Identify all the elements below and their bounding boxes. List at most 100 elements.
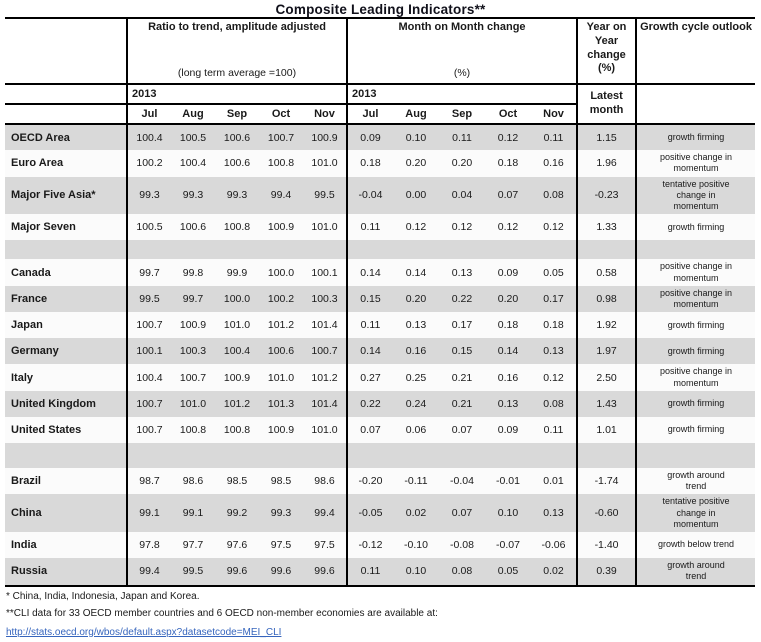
- ratio-group-subtitle: (long term average =100): [177, 67, 297, 79]
- ratio-value: 100.3: [311, 293, 338, 305]
- table-row: Major Five Asia* 99.3 99.3 99.3 99.4 99.5 -0.0…: [5, 176, 756, 215]
- mom-value: 0.15: [346, 285, 393, 313]
- row-label: OECD Area: [11, 131, 70, 144]
- mom-value: -0.05: [346, 494, 393, 532]
- ratio-value: 99.1: [126, 494, 171, 532]
- mom-value: 0.08: [543, 397, 564, 410]
- table-row: OECD Area 100.4 100.5 100.6 100.7 100.9 0.09 0.…: [5, 124, 756, 150]
- ratio-month-header: Sep: [215, 104, 259, 125]
- ratio-value: 100.7: [126, 390, 171, 417]
- yoy-value: -0.23: [576, 176, 637, 215]
- ratio-month-header: Jul: [126, 104, 171, 125]
- ratio-value: 100.8: [267, 157, 295, 170]
- ratio-value: 100.8: [223, 423, 251, 436]
- ratio-value: 101.2: [223, 397, 251, 410]
- outlook-column-header: Growth cycle outlook: [635, 17, 756, 85]
- mom-value: 0.10: [393, 558, 439, 587]
- ratio-value: 101.0: [311, 423, 338, 436]
- ratio-value: 99.4: [270, 189, 292, 202]
- mom-value: 0.02: [531, 558, 578, 587]
- mom-month-header: Aug: [393, 104, 439, 125]
- spacer-cell: [635, 442, 756, 468]
- header-row-year: 2013 2013 Latest month: [5, 84, 756, 125]
- mom-value: 0.07: [451, 507, 473, 520]
- label-column-spacer: [5, 104, 127, 125]
- row-label: Italy: [11, 371, 34, 384]
- ratio-value: 100.9: [267, 423, 295, 436]
- mom-value: 0.08: [439, 558, 485, 587]
- mom-value: 0.04: [451, 189, 473, 202]
- yoy-value: 1.43: [576, 390, 637, 417]
- ratio-value: 98.5: [226, 475, 248, 487]
- row-label: Germany: [11, 345, 59, 358]
- table-row: Euro Area 100.2 100.4 100.6 100.8 101.0 0.18 0.…: [5, 150, 756, 177]
- ratio-value: 98.6: [314, 475, 335, 487]
- ratio-value: 99.6: [215, 558, 259, 587]
- mom-value: 0.13: [451, 266, 473, 279]
- outlook-value: positive change in momentum: [635, 150, 756, 177]
- row-label: Euro Area: [11, 157, 64, 170]
- ratio-value: 97.5: [314, 539, 335, 551]
- table-row: France 99.5 99.7 100.0 100.2 100.3 0.15 0.20 0.2…: [5, 285, 756, 313]
- ratio-value: 100.4: [179, 157, 207, 170]
- ratio-value: 99.5: [171, 558, 215, 587]
- table-row: Brazil 98.7 98.6 98.5 98.5 98.6 -0.20 -0.11 -0.0…: [5, 467, 756, 495]
- outlook-value: positive change in momentum: [635, 259, 756, 286]
- mom-value: 0.22: [346, 390, 393, 417]
- yoy-value: -1.40: [576, 532, 637, 558]
- ratio-value: 100.9: [179, 319, 207, 332]
- ratio-value: 97.5: [270, 539, 292, 551]
- mom-value: 0.17: [543, 293, 564, 305]
- ratio-value: 99.2: [226, 507, 248, 520]
- mom-value: -0.11: [404, 475, 428, 487]
- ratio-value: 100.7: [267, 131, 295, 144]
- corner-cell: [5, 17, 127, 85]
- mom-value: 0.11: [346, 214, 393, 241]
- mom-year-label: 2013: [345, 84, 578, 105]
- outlook-value: positive change in momentum: [635, 364, 756, 391]
- row-label: Canada: [11, 266, 51, 279]
- table-row: Major Seven 100.5 100.6 100.8 100.9 101.0 0.11…: [5, 214, 756, 241]
- mom-value: 0.12: [497, 131, 519, 144]
- ratio-value: 99.4: [126, 558, 171, 587]
- yoy-value: 2.50: [576, 364, 637, 391]
- yoy-value: 1.96: [576, 150, 637, 177]
- mom-value: 0.21: [451, 397, 473, 410]
- mom-value: 0.01: [543, 475, 564, 487]
- mom-value: 0.18: [497, 157, 519, 170]
- mom-value: 0.09: [497, 423, 519, 436]
- mom-group-title: Month on Month change: [398, 21, 526, 33]
- ratio-value: 100.7: [126, 416, 171, 443]
- row-label: China: [11, 507, 42, 520]
- ratio-value: 100.2: [126, 150, 171, 177]
- mom-value: 0.00: [405, 189, 427, 202]
- table-row: Italy 100.4 100.7 100.9 101.0 101.2 0.27 0.25 0.…: [5, 364, 756, 391]
- ratio-value: 100.7: [179, 371, 207, 384]
- yoy-column-header: Year on Year change (%): [576, 17, 637, 85]
- ratio-value: 101.4: [311, 397, 338, 410]
- dataset-link[interactable]: http://stats.oecd.org/wbos/default.aspx?…: [6, 626, 282, 638]
- table-row: United Kingdom 100.7 101.0 101.2 101.3 101.4 0…: [5, 390, 756, 417]
- mom-value: 0.25: [405, 371, 427, 384]
- row-label: Japan: [11, 319, 43, 332]
- spacer-row: [5, 240, 756, 260]
- ratio-value: 101.2: [267, 319, 295, 332]
- mom-value: 0.18: [346, 150, 393, 177]
- mom-value: -0.12: [346, 532, 393, 558]
- mom-value: 0.08: [543, 189, 564, 202]
- mom-value: 0.11: [346, 558, 393, 587]
- ratio-value: 98.5: [270, 475, 292, 487]
- ratio-value: 99.3: [182, 189, 204, 202]
- mom-value: 0.12: [543, 371, 564, 384]
- spacer-cell: [126, 240, 347, 260]
- ratio-value: 101.0: [179, 397, 207, 410]
- footnote-asia: * China, India, Indonesia, Japan and Kor…: [6, 590, 200, 602]
- mom-value: -0.01: [496, 475, 520, 487]
- mom-value: -0.08: [450, 539, 474, 551]
- ratio-value: 100.5: [179, 131, 207, 144]
- mom-value: 0.18: [497, 319, 519, 332]
- mom-value: 0.07: [451, 423, 473, 436]
- mom-value: 0.20: [497, 293, 519, 305]
- mom-value: 0.11: [543, 423, 564, 436]
- row-label: Major Five Asia*: [11, 189, 96, 202]
